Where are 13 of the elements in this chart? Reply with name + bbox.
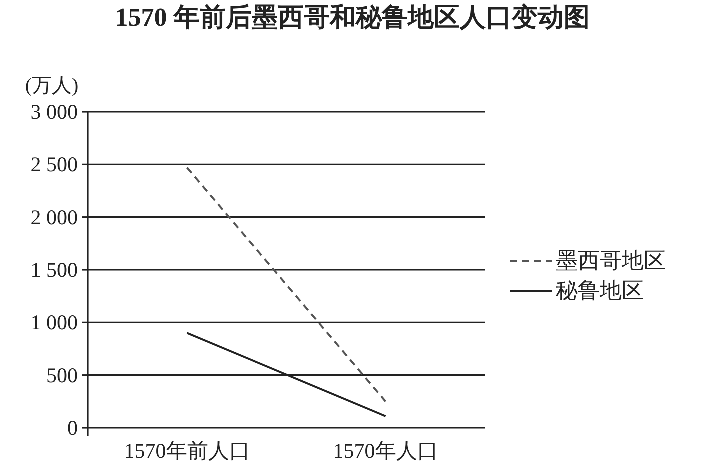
legend-label: 秘鲁地区 [556,278,644,303]
y-tick-label: 0 [68,416,78,440]
y-tick-label: 2 500 [30,152,78,177]
y-tick-label: 1 000 [30,310,78,335]
y-axis-title: (万人) [25,75,79,97]
y-tick-label: 3 000 [30,100,78,124]
x-tick-label: 1570年前人口 [124,439,250,463]
legend-label: 墨西哥地区 [556,248,666,273]
y-tick-label: 1 500 [30,258,78,282]
y-tick-label: 500 [46,363,78,388]
x-tick-label: 1570年人口 [333,439,438,463]
y-tick-label: 2 000 [30,205,78,230]
chart-title: 1570 年前后墨西哥和秘鲁地区人口变动图 [115,3,590,32]
